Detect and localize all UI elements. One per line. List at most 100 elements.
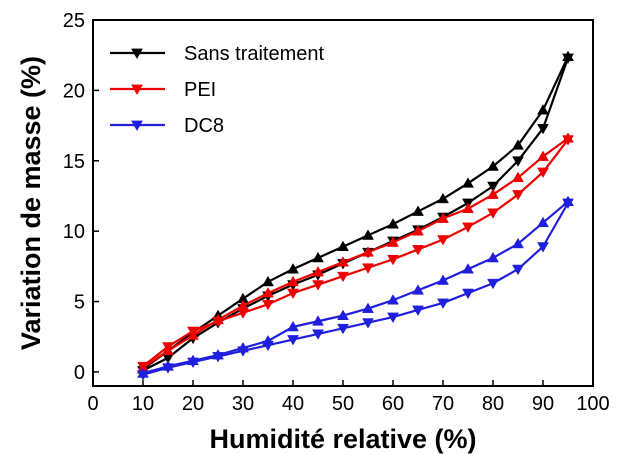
x-tick-label: 10: [132, 393, 154, 415]
adsorption-point: [362, 263, 374, 274]
adsorption-point: [387, 312, 399, 324]
desorption-point: [187, 329, 199, 340]
adsorption-point: [437, 235, 449, 246]
desorption-point: [237, 341, 249, 353]
desorption-point: [487, 251, 499, 263]
desorption-point: [512, 171, 524, 183]
desorption-point: [287, 320, 299, 332]
desorption-point: [262, 287, 274, 298]
desorption-point: [412, 205, 424, 216]
series-2: [137, 195, 574, 381]
desorption-point: [362, 246, 374, 257]
y-tick-label: 20: [63, 80, 85, 102]
desorption-point: [387, 294, 399, 305]
x-axis-title: Humidité relative (%): [209, 424, 476, 454]
x-tick-label: 30: [232, 393, 254, 415]
desorption-point: [337, 256, 349, 267]
desorption-point: [262, 275, 274, 287]
ticks: 0 10 20 30 40 50 60 70 80 90 100 0 5 10 15 20 25: [63, 10, 610, 415]
adsorption-point: [462, 288, 474, 300]
desorption-point: [512, 139, 524, 150]
desorption-point: [537, 150, 549, 161]
x-tick-label: 100: [576, 393, 609, 415]
adsorption-point: [537, 124, 549, 135]
series-layer: [137, 50, 574, 381]
adsorption-point: [512, 264, 524, 276]
legend-marker: [131, 120, 143, 132]
adsorption-point: [487, 181, 499, 193]
desorption-point: [262, 334, 274, 346]
desorption-point: [162, 360, 174, 371]
desorption-point: [337, 240, 349, 252]
desorption-point: [437, 274, 449, 285]
adsorption-point: [437, 298, 449, 309]
desorption-point: [212, 313, 224, 325]
x-tick-label: 90: [532, 393, 554, 415]
desorption-point: [237, 299, 249, 311]
legend-marker: [131, 84, 143, 96]
desorption-point: [537, 104, 549, 115]
series-1: [137, 132, 574, 373]
desorption-point: [412, 225, 424, 236]
adsorption-point: [362, 318, 374, 329]
y-tick-label: 15: [63, 151, 85, 173]
desorption-point: [462, 202, 474, 214]
desorption-point: [362, 302, 374, 313]
desorption-point: [462, 263, 474, 274]
desorption-line: [142, 200, 569, 375]
desorption-point: [212, 349, 224, 360]
legend-marker: [131, 48, 143, 60]
adsorption-line: [142, 202, 569, 376]
legend: Sans traitement PEI DC8: [110, 43, 325, 137]
x-tick-label: 70: [432, 393, 454, 415]
adsorption-point: [412, 245, 424, 256]
desorption-point: [162, 344, 174, 356]
desorption-line: [142, 137, 569, 369]
desorption-point: [562, 132, 574, 143]
adsorption-point: [462, 222, 474, 233]
x-tick-label: 20: [182, 393, 204, 415]
adsorption-point: [337, 323, 349, 335]
desorption-point: [187, 354, 199, 366]
legend-item: DC8: [110, 115, 224, 137]
x-tick-label: 0: [87, 393, 98, 415]
x-tick-label: 80: [482, 393, 504, 415]
desorption-point: [562, 195, 574, 206]
adsorption-point: [387, 254, 399, 266]
desorption-point: [312, 265, 324, 277]
desorption-point: [362, 229, 374, 240]
x-tick-label: 60: [382, 393, 404, 415]
legend-label: PEI: [184, 79, 216, 101]
desorption-point: [312, 315, 324, 326]
y-axis-title: Variation de masse (%): [16, 56, 46, 350]
adsorption-point: [512, 190, 524, 201]
adsorption-point: [312, 280, 324, 291]
adsorption-point: [487, 208, 499, 219]
legend-label: Sans traitement: [184, 43, 325, 65]
desorption-point: [437, 212, 449, 223]
adsorption-point: [412, 305, 424, 316]
adsorption-point: [487, 278, 499, 290]
y-tick-label: 0: [74, 362, 85, 384]
x-tick-label: 50: [332, 393, 354, 415]
y-tick-label: 5: [74, 292, 85, 314]
desorption-point: [387, 236, 399, 247]
desorption-point: [287, 275, 299, 287]
legend-label: DC8: [184, 115, 224, 137]
desorption-point: [412, 284, 424, 295]
desorption-point: [487, 160, 499, 171]
desorption-line: [142, 56, 569, 370]
y-tick-label: 25: [63, 10, 85, 32]
adsorption-point: [512, 156, 524, 167]
desorption-point: [537, 216, 549, 228]
desorption-point: [287, 263, 299, 274]
desorption-point: [137, 367, 149, 378]
desorption-point: [562, 50, 574, 61]
desorption-point: [387, 218, 399, 229]
desorption-point: [512, 237, 524, 249]
y-tick-label: 10: [63, 221, 85, 243]
adsorption-point: [262, 299, 274, 311]
desorption-point: [337, 309, 349, 320]
legend-item: Sans traitement: [110, 43, 325, 65]
